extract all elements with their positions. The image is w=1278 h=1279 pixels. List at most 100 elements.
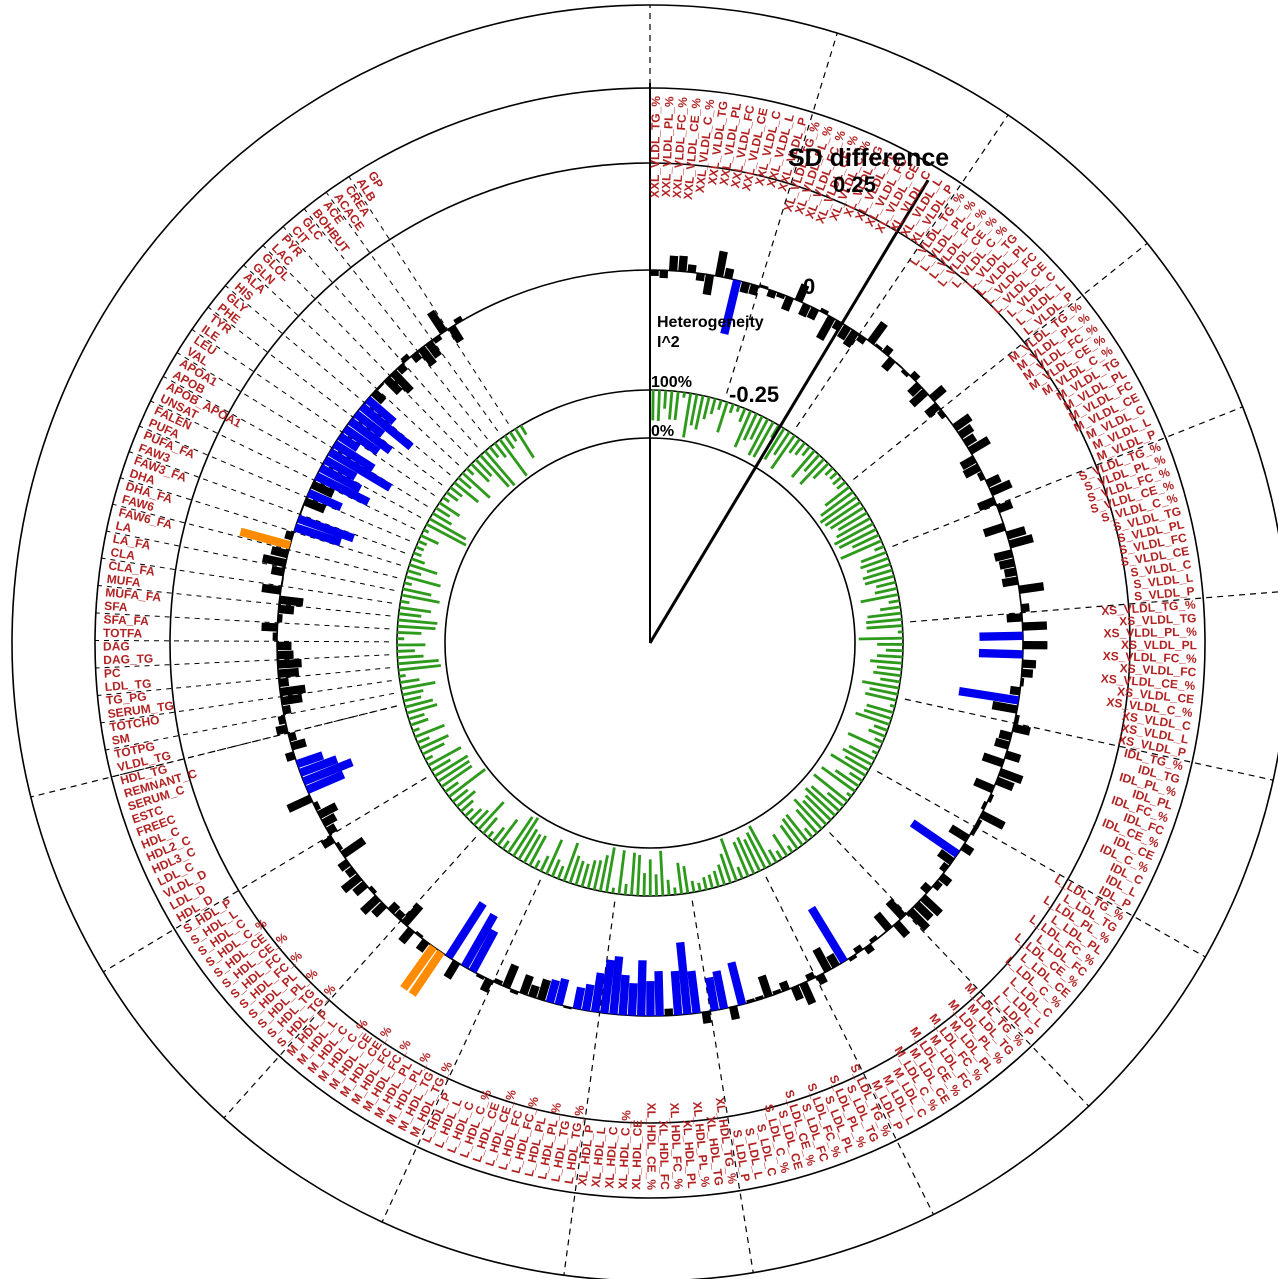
sd-difference-bar bbox=[1008, 534, 1034, 549]
heterogeneity-bar bbox=[752, 421, 775, 458]
heterogeneity-bar bbox=[835, 517, 871, 539]
heterogeneity-bar bbox=[419, 734, 450, 750]
heterogeneity-bar bbox=[781, 818, 804, 846]
heterogeneity-bar bbox=[858, 636, 903, 641]
sd-difference-bar bbox=[958, 687, 1020, 705]
sd-difference-bar bbox=[410, 351, 423, 364]
sd-difference-bar bbox=[991, 701, 1018, 714]
heterogeneity-bar bbox=[728, 403, 735, 414]
sd-difference-bar bbox=[959, 455, 977, 470]
heterogeneity-bar bbox=[719, 853, 732, 884]
group-divider bbox=[325, 191, 499, 432]
heterogeneity-bar bbox=[401, 593, 440, 604]
sd-difference-bar bbox=[812, 946, 832, 973]
heterogeneity-bar bbox=[397, 649, 415, 653]
sd-difference-bar bbox=[415, 938, 430, 953]
heterogeneity-bar bbox=[580, 863, 590, 888]
metabolite-label: XL_HDL_CE_% bbox=[644, 1103, 658, 1191]
heterogeneity-bar bbox=[398, 612, 422, 618]
heterogeneity-bar bbox=[412, 727, 420, 733]
heterogeneity-bar bbox=[397, 631, 422, 635]
sd-difference-bar bbox=[396, 363, 409, 375]
metabolite-label: SM bbox=[111, 731, 131, 748]
metabolite-label: XXL_VLDL_PL_% bbox=[659, 96, 677, 197]
heterogeneity-bar bbox=[846, 791, 853, 798]
sd-difference-bar bbox=[278, 604, 295, 615]
group-divider bbox=[30, 705, 397, 798]
sd-difference-bar bbox=[364, 396, 397, 426]
sd-difference-bar bbox=[1020, 603, 1030, 613]
sd-difference-bar bbox=[475, 973, 485, 980]
metabolite-label: XS_VLDL_TG_% bbox=[1101, 598, 1197, 618]
sd-difference-bar bbox=[627, 983, 638, 1016]
heterogeneity-bar bbox=[445, 491, 459, 502]
metabolite-label: TOTFA bbox=[103, 626, 143, 641]
heterogeneity-bar bbox=[630, 852, 637, 896]
sd-difference-bar bbox=[359, 894, 381, 916]
sd-difference-bar bbox=[394, 909, 406, 921]
sd-difference-bar bbox=[960, 842, 975, 856]
heterogeneity-bar bbox=[804, 794, 832, 822]
sd-difference-bar bbox=[974, 818, 983, 829]
sd-difference-axis-title: SD difference bbox=[788, 144, 949, 172]
sd-difference-bar bbox=[581, 983, 595, 1012]
heterogeneity-bar bbox=[405, 575, 441, 588]
sd-difference-bar bbox=[952, 413, 973, 432]
metabolite-label: XXL_VLDL_TG_% bbox=[648, 96, 663, 199]
sd-difference-bar bbox=[668, 255, 679, 271]
heterogeneity-bar bbox=[736, 836, 756, 875]
metabolite-label: XL_HDL_FC bbox=[656, 1120, 672, 1190]
sd-difference-bar bbox=[502, 963, 520, 989]
group-divider bbox=[100, 680, 392, 724]
heterogeneity-bar bbox=[457, 476, 472, 490]
sd-difference-bar bbox=[370, 389, 387, 405]
sd-difference-bar bbox=[286, 794, 313, 813]
group-divider bbox=[904, 698, 1274, 781]
heterogeneity-bar bbox=[874, 586, 898, 595]
heterogeneity-bar bbox=[611, 887, 615, 894]
sd-difference-bar bbox=[340, 873, 363, 894]
heterogeneity-bar bbox=[656, 390, 661, 422]
sd-difference-bar bbox=[290, 738, 307, 751]
sd-difference-bar bbox=[280, 693, 303, 706]
sd-difference-bar bbox=[327, 448, 393, 492]
sd-difference-bar bbox=[816, 973, 828, 986]
metabolite-label: MUFA bbox=[106, 572, 142, 590]
heterogeneity-bar bbox=[427, 746, 462, 767]
sd-difference-bar bbox=[794, 283, 810, 303]
sd-difference-bar bbox=[985, 473, 1002, 488]
heterogeneity-bar bbox=[689, 394, 699, 426]
sd-difference-bar bbox=[919, 881, 932, 894]
heterogeneity-bar bbox=[860, 556, 889, 570]
heterogeneity-bar bbox=[623, 883, 628, 895]
heterogeneity-bar bbox=[847, 732, 881, 750]
heterogeneity-bar bbox=[866, 562, 891, 574]
heterogeneity-bar bbox=[424, 754, 434, 761]
heterogeneity-bar bbox=[868, 728, 886, 738]
sd-difference-bar bbox=[528, 984, 540, 999]
heterogeneity-bar bbox=[876, 665, 902, 671]
heterogeneity-bar bbox=[574, 860, 585, 886]
heterogeneity-bar bbox=[794, 441, 806, 456]
group-divider bbox=[765, 876, 935, 1215]
heterogeneity-bar bbox=[802, 799, 828, 826]
sd-difference-bar bbox=[335, 841, 344, 851]
sd-difference-bar bbox=[746, 998, 756, 1004]
heterogeneity-bar bbox=[824, 501, 861, 527]
sd-difference-bar bbox=[302, 758, 354, 786]
sd-difference-bar bbox=[720, 279, 742, 335]
sd-difference-bar bbox=[695, 272, 705, 282]
heterogeneity-bar bbox=[517, 828, 539, 861]
heterogeneity-bar bbox=[636, 854, 642, 896]
sd-difference-bar bbox=[936, 409, 947, 420]
heterogeneity-bar bbox=[694, 395, 705, 430]
sd-difference-bar bbox=[873, 911, 893, 932]
metabolite-label: CLA bbox=[109, 545, 136, 563]
heterogeneity-bar bbox=[430, 758, 452, 772]
heterogeneity-bar bbox=[682, 392, 686, 398]
heterogeneity-bar bbox=[654, 874, 658, 896]
heterogeneity-bar bbox=[697, 882, 702, 892]
sd-difference-bar bbox=[1001, 576, 1019, 588]
heterogeneity-bar bbox=[488, 446, 500, 459]
heterogeneity-bar bbox=[508, 431, 518, 443]
